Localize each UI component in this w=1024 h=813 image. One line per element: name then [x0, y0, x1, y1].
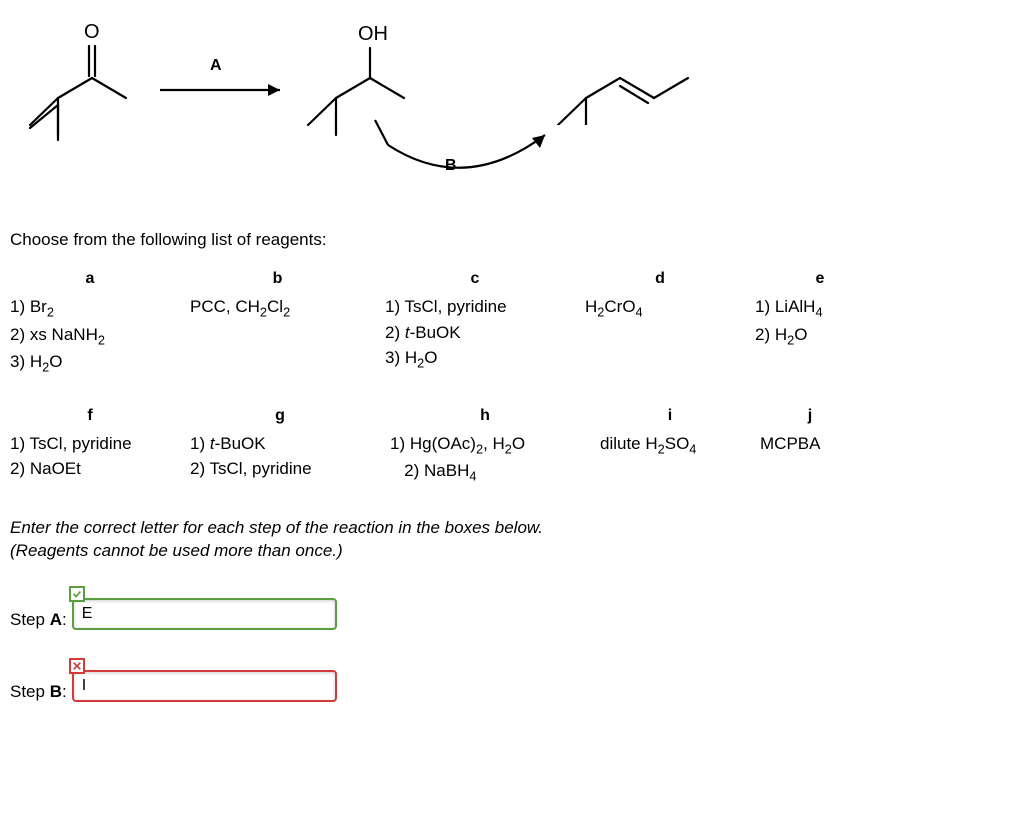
instructions-text: Enter the correct letter for each step o… [10, 516, 1014, 564]
step-a-label: Step A: [10, 610, 67, 630]
oh-label: OH [358, 23, 388, 45]
arrow-b-label: B [445, 157, 457, 174]
reagent-row-1: a 1) Br2 2) xs NaNH2 3) H2O b PCC, CH2Cl… [10, 270, 1014, 377]
reagent-row-2: f 1) TsCl, pyridine 2) NaOEt g 1) t-BuOK… [10, 407, 1014, 486]
reagent-c-line: 1) TsCl, pyridine [385, 294, 565, 320]
reagent-j-line: MCPBA [760, 431, 860, 457]
reagent-h-line: 2) NaBH4 [390, 458, 580, 486]
reagent-b-label: b [190, 270, 365, 288]
reagent-b: b PCC, CH2Cl2 [190, 270, 385, 377]
reagent-g-line: 1) t-BuOK [190, 431, 370, 457]
reagent-j: j MCPBA [760, 407, 880, 486]
step-a-input[interactable] [72, 598, 337, 630]
reagent-c-line: 2) t-BuOK [385, 320, 565, 346]
reagent-i-line: dilute H2SO4 [600, 431, 740, 459]
reagent-d-line: H2CrO4 [585, 294, 735, 322]
reagent-g-line: 2) TsCl, pyridine [190, 456, 370, 482]
reagent-e: e 1) LiAlH4 2) H2O [755, 270, 905, 377]
reagent-e-line: 2) H2O [755, 322, 885, 350]
reagent-c-line: 3) H2O [385, 345, 565, 373]
reagent-f-line: 2) NaOEt [10, 456, 170, 482]
x-icon [69, 658, 85, 674]
check-icon [69, 586, 85, 602]
prompt-text: Choose from the following list of reagen… [10, 230, 1014, 250]
reagent-g: g 1) t-BuOK 2) TsCl, pyridine [190, 407, 390, 486]
step-b-row: Step B: [10, 670, 1014, 702]
reagent-i-label: i [600, 407, 740, 425]
reagent-a-line: 2) xs NaNH2 [10, 322, 170, 350]
o-label: O [84, 21, 100, 43]
reagent-a-line: 3) H2O [10, 349, 170, 377]
reagent-g-label: g [190, 407, 370, 425]
reagent-d-label: d [585, 270, 735, 288]
arrow-a-label: A [210, 57, 222, 74]
reagent-a-line: 1) Br2 [10, 294, 170, 322]
reagent-b-line: PCC, CH2Cl2 [190, 294, 365, 322]
step-b-label: Step B: [10, 682, 67, 702]
reagent-h-label: h [390, 407, 580, 425]
reaction-diagram: O A OH [10, 10, 750, 200]
reagent-j-label: j [760, 407, 860, 425]
step-b-input[interactable] [72, 670, 337, 702]
reagent-h-line: 1) Hg(OAc)2, H2O [390, 431, 580, 459]
reagent-c: c 1) TsCl, pyridine 2) t-BuOK 3) H2O [385, 270, 585, 377]
reagent-h: h 1) Hg(OAc)2, H2O 2) NaBH4 [390, 407, 600, 486]
reagent-a: a 1) Br2 2) xs NaNH2 3) H2O [10, 270, 190, 377]
reagent-f-line: 1) TsCl, pyridine [10, 431, 170, 457]
reagent-a-label: a [10, 270, 170, 288]
reagent-f-label: f [10, 407, 170, 425]
reagent-d: d H2CrO4 [585, 270, 755, 377]
reagent-e-line: 1) LiAlH4 [755, 294, 885, 322]
step-a-row: Step A: [10, 598, 1014, 630]
reagent-f: f 1) TsCl, pyridine 2) NaOEt [10, 407, 190, 486]
reagent-i: i dilute H2SO4 [600, 407, 760, 486]
reagent-e-label: e [755, 270, 885, 288]
reagent-c-label: c [385, 270, 565, 288]
